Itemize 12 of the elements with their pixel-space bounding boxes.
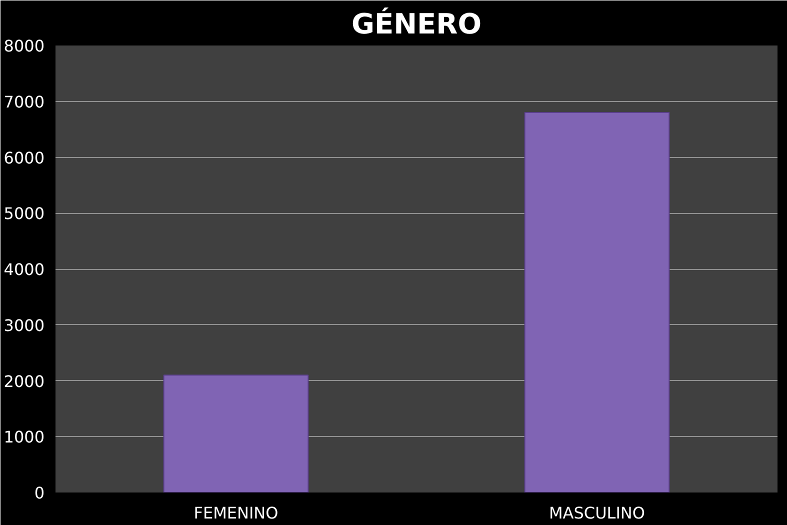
chart-title: GÉNERO [351, 8, 482, 40]
y-tick-label: 1000 [4, 428, 44, 447]
y-tick-label: 8000 [4, 36, 44, 56]
x-tick-label: MASCULINO [549, 504, 645, 522]
y-tick-label: 5000 [4, 204, 44, 224]
x-tick-label: FEMENINO [194, 504, 278, 522]
y-tick-label: 7000 [4, 92, 44, 112]
y-tick-label: 4000 [4, 260, 44, 279]
y-tick-label: 2000 [4, 372, 44, 391]
y-tick-label: 3000 [4, 316, 44, 335]
y-tick-label: 6000 [4, 148, 44, 168]
y-tick-label: 0 [34, 484, 45, 502]
